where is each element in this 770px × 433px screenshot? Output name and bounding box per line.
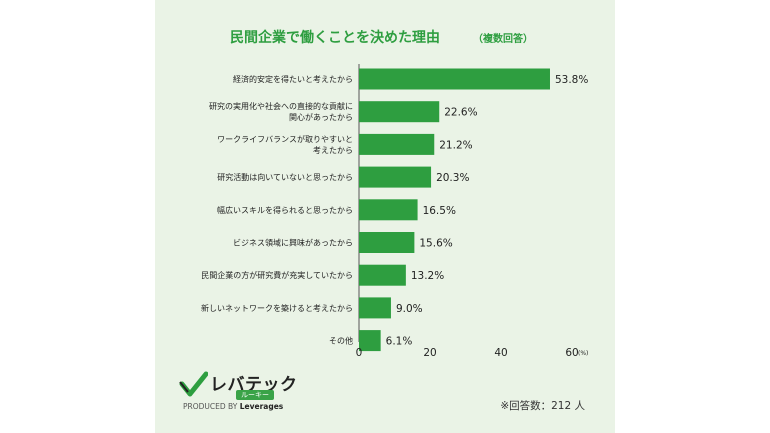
category-label: その他 xyxy=(329,336,353,346)
bar-value-label: 15.6% xyxy=(419,238,452,250)
produced-by-text: PRODUCED BY Leverages xyxy=(183,402,283,411)
bar-value-label: 20.3% xyxy=(436,172,469,184)
bar xyxy=(359,330,381,352)
category-label: 研究の実用化や社会への直接的な貢献に xyxy=(209,101,353,111)
category-label: 幅広いスキルを得られると思ったから xyxy=(217,205,353,215)
category-label: 経済的安定を得たいと考えたから xyxy=(233,74,353,84)
logo-subtitle: ルーキー xyxy=(236,390,274,400)
x-tick-label: 20 xyxy=(423,347,436,359)
produced-by-label: PRODUCED BY xyxy=(183,402,238,411)
chart-subtitle: （複数回答） xyxy=(473,32,533,45)
bar xyxy=(359,68,550,90)
category-label: 関心があったから xyxy=(289,112,353,122)
bar-value-label: 16.5% xyxy=(423,205,456,217)
x-unit-label: (%) xyxy=(578,350,588,357)
bar-value-label: 22.6% xyxy=(444,107,477,119)
checkmark-logo-icon xyxy=(179,371,208,397)
levtech-rookie-logo: レバテック ルーキー PRODUCED BY Leverages xyxy=(178,370,328,415)
chart-title: 民間企業で働くことを決めた理由 xyxy=(230,29,440,46)
bar xyxy=(359,232,415,253)
x-tick-label: 40 xyxy=(494,347,507,359)
category-label: ワークライフバランスが取りやすいと xyxy=(217,134,353,144)
chart-card: 民間企業で働くことを決めた理由 （複数回答） 53.8% 経済的安定を得たいと考えたか… xyxy=(155,0,615,433)
category-label: 研究活動は向いていないと思ったから xyxy=(217,172,353,182)
bar xyxy=(359,264,406,286)
respondent-count: ※回答数：212 人 xyxy=(500,400,585,412)
bar xyxy=(359,297,391,319)
bar xyxy=(359,166,432,188)
bar-chart: 民間企業で働くことを決めた理由 （複数回答） 53.8% 経済的安定を得たいと考えたか… xyxy=(201,29,588,359)
bar xyxy=(359,133,435,155)
category-label: ビジネス領域に興味があったから xyxy=(233,238,353,248)
bar xyxy=(359,199,418,221)
bar-value-label: 13.2% xyxy=(411,270,444,282)
x-tick-label: 0 xyxy=(356,347,363,359)
produced-by-brand: Leverages xyxy=(239,402,284,411)
logo-wordmark: レバテック xyxy=(210,375,298,395)
x-tick-label: 60 xyxy=(565,347,578,359)
bar-value-label: 9.0% xyxy=(396,303,423,315)
bar-value-label: 21.2% xyxy=(439,139,472,151)
bar-value-label: 53.8% xyxy=(555,74,588,86)
category-label: 新しいネットワークを築けると考えたから xyxy=(201,303,353,313)
bar-value-label: 6.1% xyxy=(386,336,413,348)
bar xyxy=(359,101,440,123)
category-label: 民間企業の方が研究費が充実していたから xyxy=(201,270,353,280)
category-label: 考えたから xyxy=(313,146,353,155)
